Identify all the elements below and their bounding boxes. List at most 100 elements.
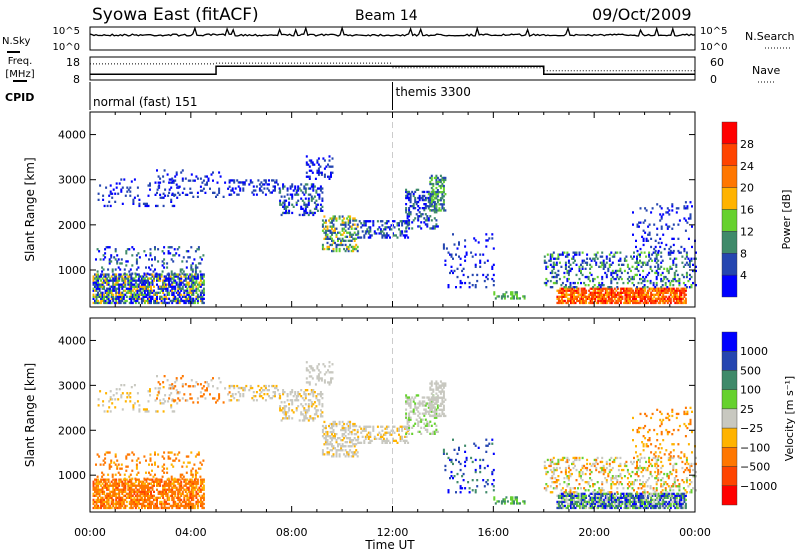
echo-cell xyxy=(98,275,101,278)
echo-cell xyxy=(656,299,659,303)
echo-cell xyxy=(657,267,660,270)
echo-cell xyxy=(148,289,151,292)
echo-cell xyxy=(321,191,324,194)
echo-cell xyxy=(378,431,381,434)
echo-cell xyxy=(100,291,103,294)
echo-cell xyxy=(133,299,136,303)
echo-cell xyxy=(127,283,130,286)
echo-cell xyxy=(148,504,151,508)
echo-cell xyxy=(310,405,313,408)
echo-cell xyxy=(97,301,100,305)
echo-cell xyxy=(107,488,110,491)
echo-cell xyxy=(187,297,190,300)
echo-cell xyxy=(586,261,589,264)
echo-cell xyxy=(340,241,343,245)
echo-cell xyxy=(124,494,127,497)
echo-cell xyxy=(643,251,646,254)
echo-cell xyxy=(367,236,370,239)
echo-cell xyxy=(251,386,254,390)
echo-cell xyxy=(384,441,387,444)
echo-cell xyxy=(117,192,120,195)
echo-cell xyxy=(607,295,610,298)
echo-cell xyxy=(175,171,178,174)
echo-cell xyxy=(166,262,169,265)
echo-cell xyxy=(656,297,659,300)
echo-cell xyxy=(577,289,580,292)
echo-cell xyxy=(321,247,324,251)
echo-cell xyxy=(630,255,632,258)
echo-cell xyxy=(683,289,686,292)
echo-cell xyxy=(202,254,205,257)
echo-cell xyxy=(112,273,115,276)
echo-cell xyxy=(442,189,445,192)
echo-cell xyxy=(153,498,155,502)
echo-cell xyxy=(143,492,146,495)
echo-cell xyxy=(610,287,613,290)
echo-cell xyxy=(571,291,574,294)
echo-cell xyxy=(192,289,195,292)
echo-cell xyxy=(104,301,107,305)
echo-cell xyxy=(404,435,407,438)
echo-cell xyxy=(249,181,252,184)
echo-cell xyxy=(639,255,641,258)
echo-cell xyxy=(597,287,600,290)
echo-cell xyxy=(150,492,152,495)
echo-cell xyxy=(202,502,205,506)
echo-cell xyxy=(381,224,384,227)
echo-cell xyxy=(167,400,170,403)
echo-cell xyxy=(671,289,674,292)
echo-cell xyxy=(328,383,331,386)
echo-cell xyxy=(97,492,100,495)
echo-cell xyxy=(150,285,152,288)
echo-cell xyxy=(328,165,331,168)
echo-cell xyxy=(279,191,282,194)
echo-cell xyxy=(364,220,367,223)
echo-cell xyxy=(190,502,193,506)
echo-cell xyxy=(597,293,600,296)
echo-cell xyxy=(592,289,595,292)
echo-cell xyxy=(139,293,142,296)
echo-cell xyxy=(321,197,324,200)
echo-cell xyxy=(442,245,445,248)
echo-cell xyxy=(378,232,381,235)
echo-cell xyxy=(195,496,198,499)
echo-cell xyxy=(452,271,454,275)
echo-cell xyxy=(318,403,321,406)
echo-cell xyxy=(566,251,569,254)
echo-cell xyxy=(332,420,335,424)
echo-cell xyxy=(97,486,100,489)
echo-cell xyxy=(643,286,646,289)
echo-cell xyxy=(312,391,315,394)
echo-cell xyxy=(629,295,631,298)
echo-cell xyxy=(601,251,604,254)
echo-cell xyxy=(597,295,600,298)
echo-cell xyxy=(151,264,153,267)
echo-cell xyxy=(560,289,563,292)
echo-cell xyxy=(219,175,222,178)
echo-cell xyxy=(557,289,560,292)
echo-cell xyxy=(564,286,567,289)
echo-cell xyxy=(677,297,680,300)
echo-cell xyxy=(313,417,316,420)
echo-cell xyxy=(186,291,189,294)
echo-cell xyxy=(635,291,637,294)
echo-cell xyxy=(118,498,121,502)
echo-cell xyxy=(264,181,267,184)
echo-cell xyxy=(662,293,665,296)
echo-cell xyxy=(289,185,292,188)
echo-cell xyxy=(153,494,155,497)
echo-cell xyxy=(185,266,188,269)
echo-cell xyxy=(316,367,319,370)
echo-cell xyxy=(580,287,583,290)
echo-cell xyxy=(349,430,352,434)
echo-cell xyxy=(166,502,169,506)
echo-cell xyxy=(95,283,98,286)
echo-cell xyxy=(407,236,410,239)
echo-cell xyxy=(616,269,619,273)
echo-cell xyxy=(595,301,598,305)
echo-cell xyxy=(145,471,147,474)
echo-cell xyxy=(104,500,107,504)
echo-cell xyxy=(556,297,559,300)
echo-cell xyxy=(424,203,427,206)
echo-cell xyxy=(560,284,563,287)
